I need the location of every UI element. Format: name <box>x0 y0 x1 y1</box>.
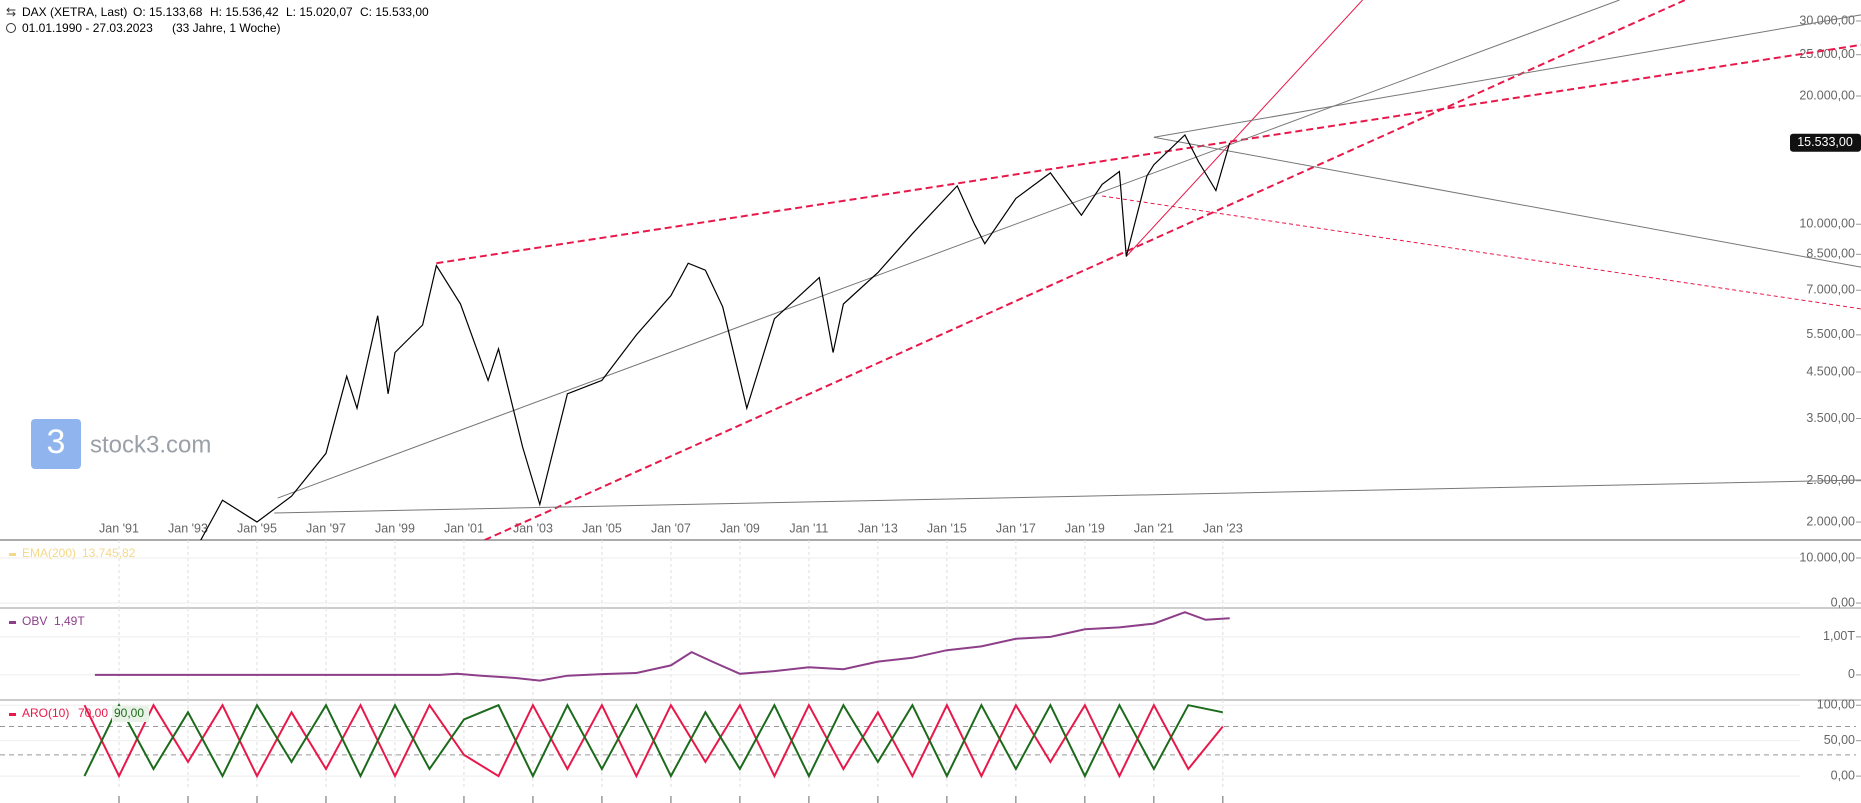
y-tick-label: 20.000,00 <box>1799 88 1855 102</box>
y-tick-label: 0,00 <box>1831 595 1855 609</box>
y-tick-label: 7.000,00 <box>1806 283 1855 297</box>
trendline <box>484 0 1686 540</box>
y-tick-label: 2.500,00 <box>1806 473 1855 487</box>
obv-line <box>94 611 1230 682</box>
trendline <box>277 0 1620 499</box>
x-tick-label: Jan '11 <box>789 521 828 535</box>
clock-icon <box>6 23 16 33</box>
close: C: 15.533,00 <box>360 5 429 19</box>
y-tick-label: 10.000,00 <box>1799 550 1855 564</box>
period: (33 Jahre, 1 Woche) <box>172 21 281 35</box>
trendline <box>1153 136 1861 268</box>
legend-swatch <box>9 553 16 556</box>
y-tick-label: 25.000,00 <box>1799 47 1855 61</box>
last-price-badge <box>1790 133 1861 152</box>
open: O: 15.133,68 <box>133 5 203 19</box>
trendline <box>1153 14 1861 138</box>
x-tick-label: Jan '97 <box>306 521 346 535</box>
x-tick-label: Jan '95 <box>237 521 277 535</box>
y-tick-label: 4.500,00 <box>1806 364 1855 378</box>
y-tick-label: 50,00 <box>1824 733 1855 747</box>
y-tick-label: 3.500,00 <box>1806 411 1855 425</box>
trendline <box>1102 195 1861 310</box>
high: H: 15.536,42 <box>210 5 279 19</box>
trendline <box>274 479 1861 514</box>
x-tick-label: Jan '01 <box>444 521 484 535</box>
legend-name: EMA(200) <box>22 546 76 560</box>
legend-value: 70,00 <box>78 706 108 720</box>
y-tick-label: 8.500,00 <box>1806 247 1855 261</box>
chart-title: DAX (XETRA, Last) <box>22 5 127 19</box>
x-tick-label: Jan '13 <box>858 521 898 535</box>
y-tick-label: 0,00 <box>1831 768 1855 782</box>
y-tick-label: 0 <box>1848 667 1855 681</box>
price-line <box>200 134 1231 540</box>
y-tick-label: 5.500,00 <box>1806 327 1855 341</box>
x-tick-label: Jan '09 <box>720 521 760 535</box>
x-tick-label: Jan '07 <box>651 521 691 535</box>
legend-swatch <box>9 713 16 716</box>
legend-name: ARO(10) <box>22 706 69 720</box>
x-tick-label: Jan '19 <box>1065 521 1105 535</box>
logo-glyph: 3 <box>47 423 66 461</box>
legend-name: OBV <box>22 614 47 628</box>
trendline <box>1125 0 1363 257</box>
subtitle: 01.01.1990 - 27.03.2023 <box>22 21 153 35</box>
last-price-label: 15.533,00 <box>1797 135 1853 149</box>
x-tick-label: Jan '99 <box>375 521 415 535</box>
legend-value: 13.745,82 <box>82 546 136 560</box>
logo <box>31 419 81 469</box>
x-tick-label: Jan '05 <box>582 521 622 535</box>
y-tick-label: 100,00 <box>1817 698 1855 712</box>
x-tick-label: Jan '93 <box>168 521 208 535</box>
legend-value: 1,49T <box>54 614 85 628</box>
y-tick-label: 10.000,00 <box>1799 217 1855 231</box>
x-tick-label: Jan '15 <box>927 521 967 535</box>
y-tick-label: 2.000,00 <box>1806 514 1855 528</box>
x-tick-label: Jan '23 <box>1203 521 1243 535</box>
legend-bg <box>112 706 149 722</box>
watermark: stock3.com <box>90 431 211 458</box>
aroon-line <box>83 703 1224 779</box>
trendline <box>436 43 1861 265</box>
symbol-icon: ⇆ <box>6 5 16 19</box>
legend-swatch <box>9 621 16 624</box>
low: L: 15.020,07 <box>286 5 353 19</box>
y-tick-label: 1,00T <box>1823 629 1855 643</box>
legend-value: 90,00 <box>114 706 144 720</box>
x-tick-label: Jan '91 <box>99 521 139 535</box>
x-tick-label: Jan '17 <box>996 521 1036 535</box>
x-tick-label: Jan '03 <box>513 521 553 535</box>
x-tick-label: Jan '21 <box>1134 521 1174 535</box>
